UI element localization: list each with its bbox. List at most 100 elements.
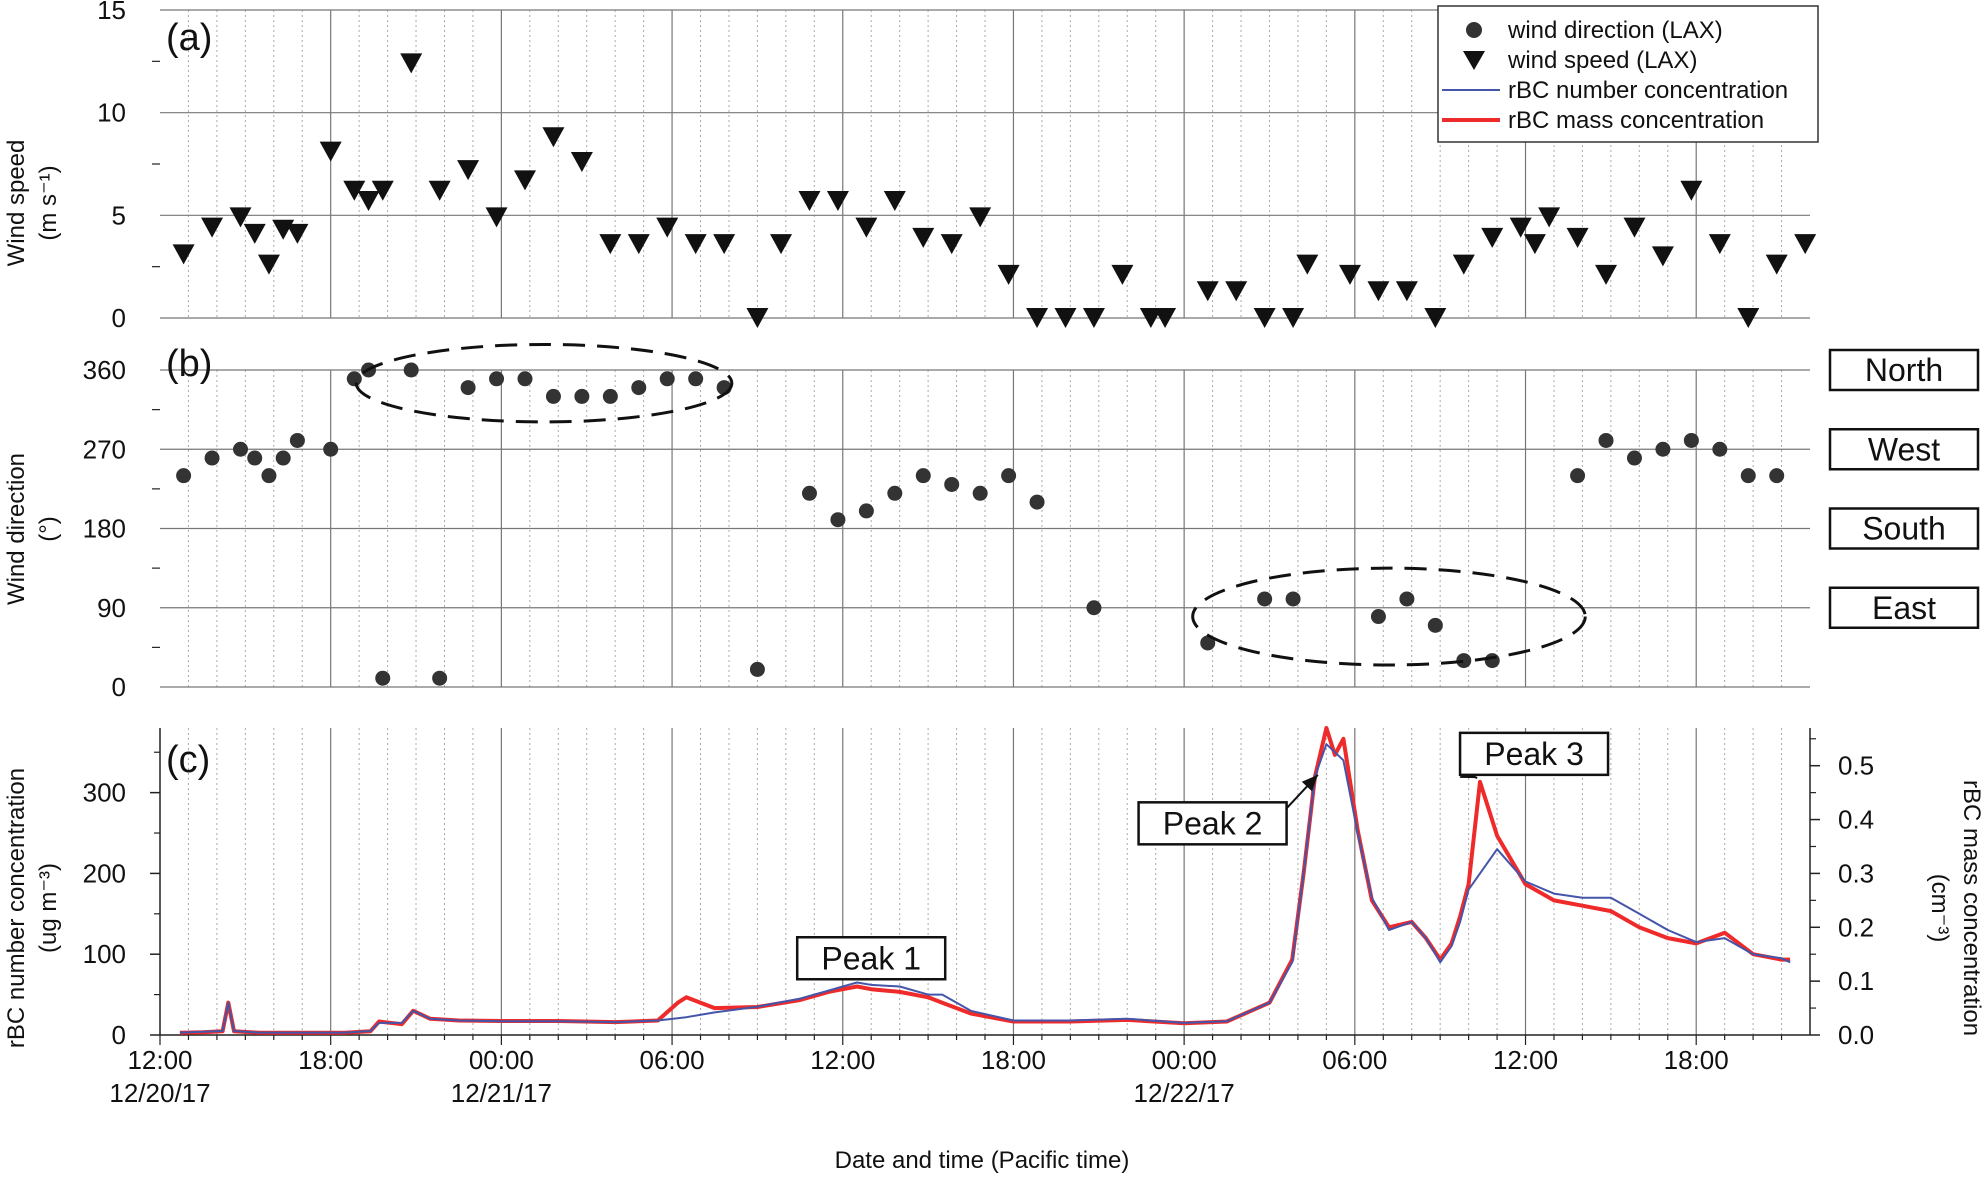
y-right-tick-label: 0.3 [1838, 858, 1874, 888]
wind-speed-point [713, 234, 736, 255]
wind-speed-point [229, 207, 252, 228]
wind-speed-point [400, 53, 423, 74]
wind-speed-point [599, 234, 622, 255]
wind-direction-point [1086, 600, 1102, 616]
wind-speed-point [1196, 281, 1219, 302]
wind-speed-point [542, 127, 565, 148]
panel-b-ylabel-unit: (°) [35, 516, 62, 542]
wind-direction-point [261, 468, 277, 484]
wind-direction-point [432, 670, 448, 686]
direction-label: North [1865, 352, 1943, 388]
wind-speed-point [1737, 308, 1760, 328]
wind-direction-point [1456, 653, 1472, 669]
wind-speed-point [1054, 308, 1077, 328]
wind-speed-point [513, 170, 536, 191]
wind-direction-point [1257, 591, 1273, 607]
wind-direction-point [602, 388, 618, 404]
wind-speed-point [684, 234, 707, 255]
wind-direction-point [1740, 468, 1756, 484]
wind-direction-point [247, 450, 263, 466]
wind-direction-point [830, 512, 846, 528]
x-tick-date-label: 12/22/17 [1134, 1078, 1235, 1108]
wind-speed-point [1708, 234, 1731, 255]
data-marks [172, 53, 1817, 1035]
wind-direction-point [915, 468, 931, 484]
wind-direction-point [1001, 468, 1017, 484]
wind-direction-point [1626, 450, 1642, 466]
legend: wind direction (LAX) wind speed (LAX) rBC … [1437, 5, 1819, 143]
y-tick-label: 270 [83, 434, 126, 464]
x-axis-title: Date and time (Pacific time) [835, 1147, 1130, 1174]
wind-speed-point [1026, 308, 1049, 328]
y-tick-label: 180 [83, 514, 126, 544]
wind-speed-point [940, 234, 963, 255]
wind-direction-point [1655, 441, 1671, 457]
wind-direction-point [323, 441, 339, 457]
wind-direction-point [659, 371, 675, 387]
peak-annotations: Peak 1 Peak 2 Peak 3 [795, 731, 1610, 981]
wind-speed-point [1523, 234, 1546, 255]
wind-speed-point [1452, 254, 1475, 275]
panel-label-c: (c) [166, 739, 210, 781]
wind-direction-point [1484, 653, 1500, 669]
wind-speed-point [912, 227, 935, 248]
wind-speed-point [798, 190, 821, 211]
grid-layer: 0 5 10 15 0 90 180 270 360 0 100 200 300 0.0 0.1 0.2 0.3… [83, 0, 1875, 1108]
wind-direction-point [801, 485, 817, 501]
wind-direction-point [403, 362, 419, 378]
x-tick-label: 12:00 [127, 1045, 192, 1075]
wind-direction-point [574, 388, 590, 404]
panel-c-ylabel: rBC number concentration [3, 768, 30, 1048]
legend-triangle-symbol [1463, 51, 1485, 70]
x-tick-label: 12:00 [1493, 1045, 1558, 1075]
wind-direction-point [1598, 432, 1614, 448]
y-tick-label: 90 [97, 593, 126, 623]
wind-direction-point [204, 450, 220, 466]
wind-direction-point [289, 432, 305, 448]
y-axis-labels: Wind speed (m s⁻¹) Wind direction (°) rB… [3, 140, 1985, 1048]
direction-label-box [1828, 586, 1980, 629]
wind-speed-point [286, 223, 309, 244]
y-right-tick-label: 0.1 [1838, 966, 1874, 996]
wind-direction-point [545, 388, 561, 404]
wind-speed-point [997, 264, 1020, 285]
wind-speed-point [1139, 308, 1162, 328]
wind-speed-point [357, 190, 380, 211]
wind-speed-point [1794, 234, 1817, 255]
legend-entry-label: rBC number concentration [1508, 77, 1788, 104]
x-tick-label: 00:00 [1152, 1045, 1217, 1075]
x-tick-date-label: 12/20/17 [109, 1078, 210, 1108]
wind-speed-point [1424, 308, 1447, 328]
wind-speed-point [343, 180, 366, 201]
panel-labels: (a) (b) (c) [166, 17, 212, 781]
wind-speed-point [969, 207, 992, 228]
wind-direction-point [460, 380, 476, 396]
wind-direction-point [275, 450, 291, 466]
wind-speed-point [826, 190, 849, 211]
wind-speed-point [201, 217, 224, 238]
peak-label: Peak 2 [1163, 805, 1263, 841]
wind-speed-point [1538, 207, 1561, 228]
wind-direction-point [1029, 494, 1045, 510]
wind-direction-point [1200, 635, 1216, 651]
legend-entry-label: rBC mass concentration [1508, 107, 1764, 134]
wind-speed-point [627, 234, 650, 255]
wind-speed-point [1154, 308, 1177, 328]
y-tick-label: 300 [83, 778, 126, 808]
wind-speed-point [457, 160, 480, 181]
wind-speed-point [746, 308, 769, 328]
panel-c-ylabel-right: rBC mass concentration [1958, 780, 1985, 1036]
panel-a-ylabel-unit: (m s⁻¹) [35, 165, 62, 240]
panel-c-ylabel-unit: (ug m⁻³) [35, 863, 62, 953]
wind-direction-point [1427, 617, 1443, 633]
wind-speed-point [570, 151, 593, 172]
x-tick-label: 00:00 [469, 1045, 534, 1075]
wind-direction-point [1285, 591, 1301, 607]
direction-label: East [1872, 590, 1936, 626]
wind-direction-point [233, 441, 249, 457]
wind-speed-point [1509, 217, 1532, 238]
wind-speed-point [1225, 281, 1248, 302]
panel-label-a: (a) [166, 17, 212, 59]
wind-speed-point [1082, 308, 1105, 328]
panel-label-b: (b) [166, 343, 212, 385]
